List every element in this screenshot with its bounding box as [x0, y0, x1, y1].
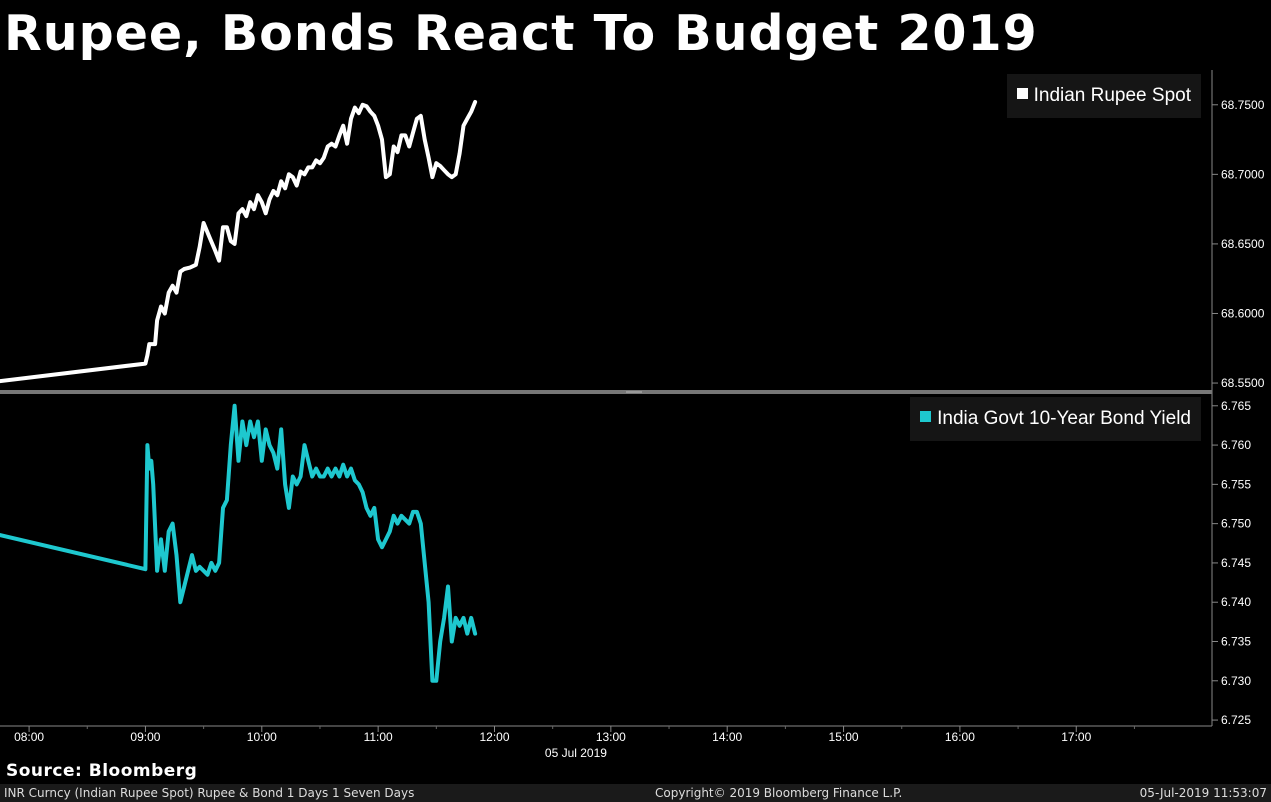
x-tick-label-2: 10:00 — [247, 730, 277, 744]
y-tick-label-bond-2: 6.735 — [1221, 635, 1251, 649]
footer-copyright: Copyright© 2019 Bloomberg Finance L.P. — [655, 786, 903, 800]
legend-rupee: Indian Rupee Spot — [1006, 74, 1201, 118]
x-date-label: 05 Jul 2019 — [545, 746, 607, 760]
x-tick-label-7: 15:00 — [829, 730, 859, 744]
x-tick-label-8: 16:00 — [945, 730, 975, 744]
x-tick-label-9: 17:00 — [1061, 730, 1091, 744]
x-tick-label-6: 14:00 — [712, 730, 742, 744]
y-tick-label-rupee-0: 68.5500 — [1221, 376, 1265, 390]
footer-left: INR Curncy (Indian Rupee Spot) Rupee & B… — [4, 786, 415, 800]
y-tick-label-bond-1: 6.730 — [1221, 674, 1251, 688]
series-line-bond — [0, 403, 478, 683]
y-tick-label-bond-6: 6.755 — [1221, 477, 1251, 491]
series-line-rupee — [0, 100, 478, 384]
y-tick-label-bond-3: 6.740 — [1221, 595, 1251, 609]
x-tick-label-4: 12:00 — [479, 730, 509, 744]
source-note: Source: Bloomberg — [6, 761, 198, 781]
x-tick-label-0: 08:00 — [14, 730, 44, 744]
y-tick-label-bond-8: 6.765 — [1221, 399, 1251, 413]
legend-bond-label: India Govt 10-Year Bond Yield — [937, 408, 1191, 429]
panel-divider — [0, 390, 1212, 394]
y-tick-label-bond-5: 6.750 — [1221, 517, 1251, 531]
y-tick-label-bond-7: 6.760 — [1221, 438, 1251, 452]
legend-bond: India Govt 10-Year Bond Yield — [910, 397, 1201, 441]
y-tick-label-rupee-2: 68.6500 — [1221, 237, 1265, 251]
x-tick-label-3: 11:00 — [364, 730, 393, 744]
y-tick-label-rupee-1: 68.6000 — [1221, 306, 1265, 320]
y-tick-label-rupee-4: 68.7500 — [1221, 98, 1265, 112]
x-tick-label-1: 09:00 — [130, 730, 160, 744]
legend-rupee-label: Indian Rupee Spot — [1033, 85, 1191, 106]
x-tick-label-5: 13:00 — [596, 730, 626, 744]
y-tick-label-bond-4: 6.745 — [1221, 556, 1251, 570]
footer-bar: INR Curncy (Indian Rupee Spot) Rupee & B… — [0, 784, 1271, 802]
legend-bond-swatch — [920, 411, 932, 423]
footer-timestamp: 05-Jul-2019 11:53:07 — [1139, 786, 1267, 800]
legend-rupee-swatch — [1016, 88, 1028, 100]
chart-title: Rupee, Bonds React To Budget 2019 — [4, 5, 1038, 62]
y-tick-label-bond-0: 6.725 — [1221, 713, 1251, 727]
y-tick-label-rupee-3: 68.7000 — [1221, 167, 1265, 181]
